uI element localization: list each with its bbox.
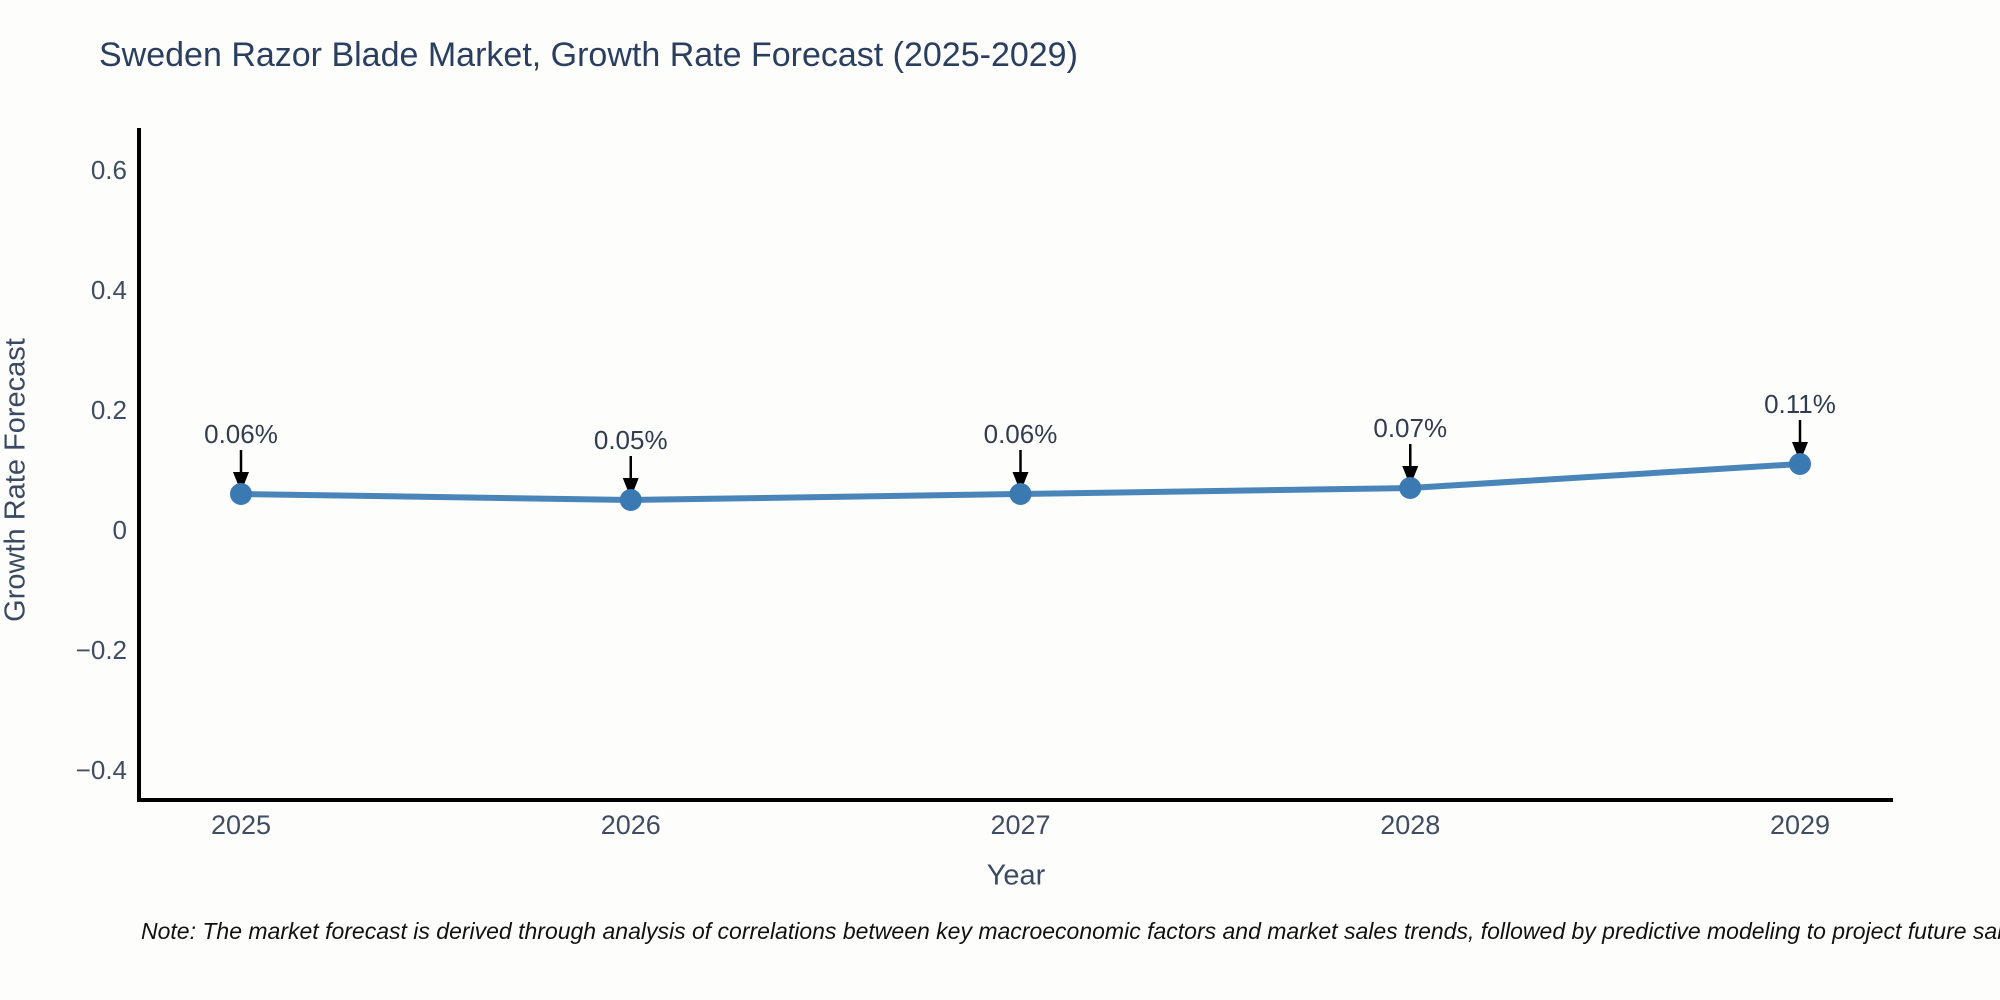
point-annotation-label: 0.07% xyxy=(1373,413,1447,443)
point-annotation-label: 0.11% xyxy=(1764,389,1836,419)
y-tick-label: 0.6 xyxy=(91,155,127,185)
annotation-arrowhead xyxy=(1402,466,1419,486)
y-axis-title: Growth Rate Forecast xyxy=(0,338,33,622)
data-point-marker[interactable] xyxy=(230,483,252,505)
y-tick-label: −0.2 xyxy=(76,635,127,665)
y-axis-title-text: Growth Rate Forecast xyxy=(0,338,32,622)
footnote: Note: The market forecast is derived thr… xyxy=(141,918,2000,944)
chart-title: Sweden Razor Blade Market, Growth Rate F… xyxy=(99,36,1078,74)
x-tick-label: 2026 xyxy=(601,810,661,840)
data-point-marker[interactable] xyxy=(1009,483,1032,505)
y-tick-label: −0.4 xyxy=(76,755,127,785)
point-annotation-label: 0.06% xyxy=(984,419,1058,449)
x-tick-label: 2027 xyxy=(990,810,1050,840)
annotation-arrowhead xyxy=(622,478,639,498)
annotation-arrowhead xyxy=(233,472,249,492)
y-tick-label: 0.4 xyxy=(91,275,127,305)
data-point-marker[interactable] xyxy=(619,489,642,511)
y-tick-label: 0.2 xyxy=(91,395,127,425)
x-tick-label: 2028 xyxy=(1380,810,1440,840)
x-tick-label: 2025 xyxy=(211,810,271,840)
y-tick-label: 0 xyxy=(113,515,127,545)
x-axis-title: Year xyxy=(986,859,1046,892)
point-annotation-label: 0.05% xyxy=(594,425,668,455)
annotation-arrowhead xyxy=(1012,472,1029,492)
annotation-arrowhead xyxy=(1792,442,1808,462)
point-annotation-label: 0.06% xyxy=(204,419,278,449)
data-point-marker[interactable] xyxy=(1399,477,1422,499)
data-point-marker[interactable] xyxy=(1789,453,1811,475)
x-tick-label: 2029 xyxy=(1770,810,1830,840)
